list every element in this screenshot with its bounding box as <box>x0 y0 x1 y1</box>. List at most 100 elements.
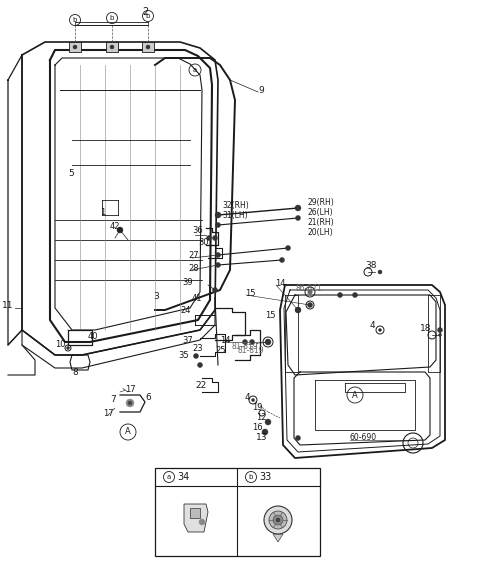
Text: 17: 17 <box>125 386 136 395</box>
Text: 8: 8 <box>72 367 78 377</box>
Circle shape <box>213 287 217 293</box>
Text: 32(RH): 32(RH) <box>222 201 249 210</box>
Text: 15: 15 <box>245 289 255 298</box>
Text: b: b <box>146 13 150 19</box>
Circle shape <box>265 339 271 345</box>
Circle shape <box>286 245 290 250</box>
Circle shape <box>252 399 254 402</box>
Circle shape <box>276 518 280 522</box>
Circle shape <box>216 223 220 228</box>
Text: 15: 15 <box>265 311 276 320</box>
Circle shape <box>296 307 300 312</box>
Text: 14: 14 <box>275 278 286 287</box>
Circle shape <box>308 290 312 294</box>
Circle shape <box>279 257 285 262</box>
Text: a: a <box>193 67 197 73</box>
Text: 81-819: 81-819 <box>232 341 259 350</box>
Circle shape <box>296 215 300 220</box>
Circle shape <box>215 212 221 218</box>
Text: 30: 30 <box>198 237 209 247</box>
Text: 3: 3 <box>153 291 159 300</box>
Text: 60-690: 60-690 <box>350 433 377 442</box>
Circle shape <box>379 328 382 332</box>
Text: b: b <box>73 17 77 23</box>
Text: 25: 25 <box>215 345 226 354</box>
Circle shape <box>437 328 443 332</box>
Text: 22: 22 <box>195 382 206 391</box>
Text: 4: 4 <box>370 320 376 329</box>
Text: 18: 18 <box>420 324 432 332</box>
Text: a: a <box>167 474 171 480</box>
Circle shape <box>213 236 217 240</box>
Circle shape <box>439 333 442 336</box>
Text: 10: 10 <box>55 340 65 349</box>
Circle shape <box>110 45 114 49</box>
Text: 29(RH): 29(RH) <box>308 198 335 207</box>
Circle shape <box>193 353 199 358</box>
Circle shape <box>216 262 220 268</box>
Circle shape <box>295 307 301 313</box>
Text: 39: 39 <box>182 278 192 286</box>
Circle shape <box>73 45 77 49</box>
Text: 31(LH): 31(LH) <box>222 211 248 219</box>
Text: 6: 6 <box>145 394 151 403</box>
Text: 23: 23 <box>192 344 203 353</box>
Text: 38: 38 <box>365 261 376 269</box>
Text: 28: 28 <box>188 264 199 273</box>
Text: b: b <box>110 15 114 21</box>
Polygon shape <box>184 504 208 532</box>
Text: 34: 34 <box>177 472 189 482</box>
Text: 14: 14 <box>220 336 230 345</box>
Text: 26(LH): 26(LH) <box>308 207 334 216</box>
Text: 16: 16 <box>252 424 263 432</box>
Text: 36: 36 <box>192 225 203 235</box>
Circle shape <box>117 227 123 233</box>
Text: 12: 12 <box>256 414 266 423</box>
Circle shape <box>67 346 70 349</box>
Text: 4: 4 <box>245 394 251 403</box>
Circle shape <box>216 253 220 257</box>
Circle shape <box>352 293 358 298</box>
Text: 21(RH): 21(RH) <box>308 218 335 227</box>
Circle shape <box>206 236 212 240</box>
Circle shape <box>242 340 248 345</box>
Circle shape <box>337 293 343 298</box>
Circle shape <box>126 399 134 407</box>
Circle shape <box>128 401 132 405</box>
Circle shape <box>273 515 283 525</box>
Circle shape <box>146 45 150 49</box>
Polygon shape <box>273 534 283 542</box>
Text: 37: 37 <box>182 336 193 345</box>
Text: 11: 11 <box>2 300 13 310</box>
Text: A: A <box>352 391 358 399</box>
Text: 27: 27 <box>188 250 199 260</box>
Text: 40: 40 <box>88 332 98 340</box>
Circle shape <box>308 303 312 307</box>
Circle shape <box>264 506 292 534</box>
Polygon shape <box>190 508 200 518</box>
Circle shape <box>262 429 268 435</box>
Circle shape <box>265 419 271 425</box>
Text: 19: 19 <box>252 403 263 412</box>
Polygon shape <box>106 42 118 52</box>
Text: b: b <box>249 474 253 480</box>
Text: 9: 9 <box>258 86 264 94</box>
Text: 5: 5 <box>68 169 74 178</box>
Text: 2: 2 <box>142 7 148 17</box>
Text: 1: 1 <box>100 207 105 216</box>
Polygon shape <box>142 42 154 52</box>
Text: 24: 24 <box>180 306 191 315</box>
Text: 81-819: 81-819 <box>238 345 264 354</box>
Text: 13: 13 <box>256 433 267 442</box>
Text: A: A <box>125 428 131 436</box>
Text: 7: 7 <box>110 395 116 404</box>
Circle shape <box>250 340 254 345</box>
Text: 33: 33 <box>259 472 271 482</box>
Circle shape <box>269 511 287 529</box>
Circle shape <box>197 362 203 367</box>
Polygon shape <box>69 42 81 52</box>
Text: 35: 35 <box>178 350 189 360</box>
Text: 86-871: 86-871 <box>295 283 322 293</box>
Text: 42: 42 <box>110 222 120 231</box>
Text: 20(LH): 20(LH) <box>308 228 334 236</box>
